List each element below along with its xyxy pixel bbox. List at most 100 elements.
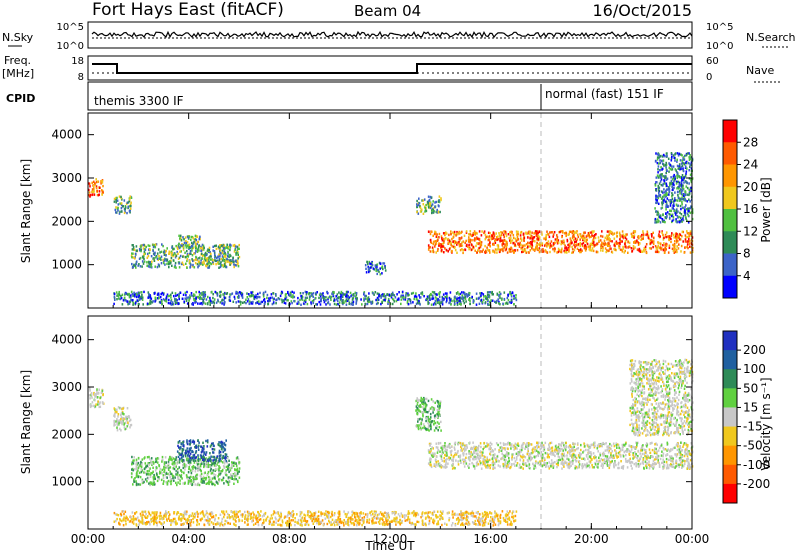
scatter-cell	[683, 158, 686, 161]
scatter-cell	[690, 205, 692, 208]
scatter-cell	[668, 186, 670, 189]
scatter-cell	[384, 266, 386, 269]
scatter-cell	[381, 272, 383, 275]
scatter-cell	[666, 184, 668, 187]
scatter-cell	[435, 235, 438, 238]
scatter-cell	[271, 296, 274, 299]
scatter-cell	[268, 297, 270, 300]
scatter-cell	[567, 246, 570, 249]
scatter-cell	[511, 291, 514, 294]
scatter-cell	[145, 245, 147, 249]
scatter-cell	[368, 267, 371, 271]
scatter-cell	[540, 231, 543, 234]
scatter-cell	[301, 298, 303, 301]
scatter-cell	[658, 230, 661, 233]
scatter-cell	[315, 291, 317, 295]
scatter-cell	[220, 470, 222, 473]
scatter-cell	[651, 241, 653, 244]
scatter-cell	[489, 231, 491, 235]
scatter-cell	[121, 420, 124, 423]
scatter-cell	[94, 399, 96, 402]
scatter-cell	[557, 247, 560, 251]
scatter-cell	[132, 252, 134, 255]
scatter-cell	[548, 467, 551, 470]
scatter-cell	[310, 301, 312, 304]
scatter-cell	[672, 202, 675, 206]
scatter-cell	[689, 163, 691, 166]
scatter-cell	[579, 233, 581, 236]
scatter-cell	[505, 240, 508, 244]
scatter-cell	[481, 292, 483, 295]
scatter-cell	[663, 194, 665, 197]
scatter-cell	[131, 463, 133, 466]
scatter-cell	[451, 299, 453, 303]
scatter-cell	[201, 456, 204, 459]
scatter-cell	[195, 247, 198, 250]
scatter-cell	[215, 263, 217, 266]
scatter-cell	[576, 238, 578, 241]
scatter-cell	[185, 262, 187, 265]
scatter-cell	[431, 296, 434, 299]
scatter-cell	[663, 220, 665, 224]
scatter-cell	[90, 393, 93, 396]
scatter-cell	[138, 298, 141, 301]
scatter-cell	[464, 295, 466, 299]
scatter-cell	[571, 236, 574, 240]
scatter-cell	[130, 201, 132, 204]
scatter-cell	[682, 230, 684, 234]
scatter-cell	[208, 478, 211, 482]
scatter-cell	[178, 446, 180, 449]
scatter-cell	[493, 243, 495, 246]
scatter-cell	[433, 420, 435, 423]
scatter-cell	[512, 233, 515, 237]
scatter-cell	[212, 442, 214, 445]
scatter-cell	[218, 451, 221, 454]
scatter-cell	[428, 230, 430, 233]
scatter-cell	[366, 260, 368, 264]
scatter-cell	[508, 236, 510, 240]
scatter-cell	[238, 243, 240, 247]
scatter-cell	[485, 296, 487, 299]
scatter-cell	[666, 169, 668, 172]
scatter-cell	[657, 196, 660, 200]
scatter-cell	[176, 301, 178, 305]
scatter-cell	[172, 259, 175, 262]
scatter-cell	[115, 201, 117, 204]
scatter-cell	[655, 250, 657, 254]
scatter-cell	[189, 295, 191, 299]
scatter-cell	[195, 239, 198, 242]
scatter-cell	[418, 424, 420, 427]
scatter-cell	[177, 247, 179, 250]
scatter-cell	[656, 161, 659, 165]
scatter-cell	[400, 298, 403, 301]
scatter-cell	[156, 293, 159, 296]
scatter-cell	[177, 455, 180, 459]
scatter-cell	[435, 297, 438, 300]
scatter-cell	[120, 429, 122, 432]
scatter-cell	[224, 453, 227, 456]
scatter-cell	[686, 162, 688, 165]
scatter-cell	[246, 292, 248, 295]
scatter-cell	[186, 302, 189, 305]
scatter-cell	[440, 249, 443, 252]
scatter-cell	[420, 208, 423, 211]
scatter-cell	[572, 233, 575, 237]
scatter-cell	[571, 251, 573, 254]
scatter-cell	[642, 248, 645, 252]
scatter-cell	[465, 244, 468, 248]
scatter-cell	[200, 460, 202, 464]
scatter-cell	[547, 240, 550, 243]
scatter-cell	[167, 464, 170, 467]
scatter-cell	[210, 262, 213, 266]
scatter-cell	[627, 251, 629, 254]
scatter-cell	[346, 293, 348, 296]
scatter-cell	[324, 299, 327, 302]
scatter-cell	[378, 270, 380, 273]
scatter-cell	[93, 191, 95, 194]
scatter-cell	[212, 262, 215, 265]
scatter-cell	[663, 180, 666, 183]
scatter-cell	[619, 234, 621, 237]
scatter-cell	[580, 235, 582, 238]
scatter-cell	[400, 302, 402, 306]
scatter-cell	[213, 455, 216, 459]
